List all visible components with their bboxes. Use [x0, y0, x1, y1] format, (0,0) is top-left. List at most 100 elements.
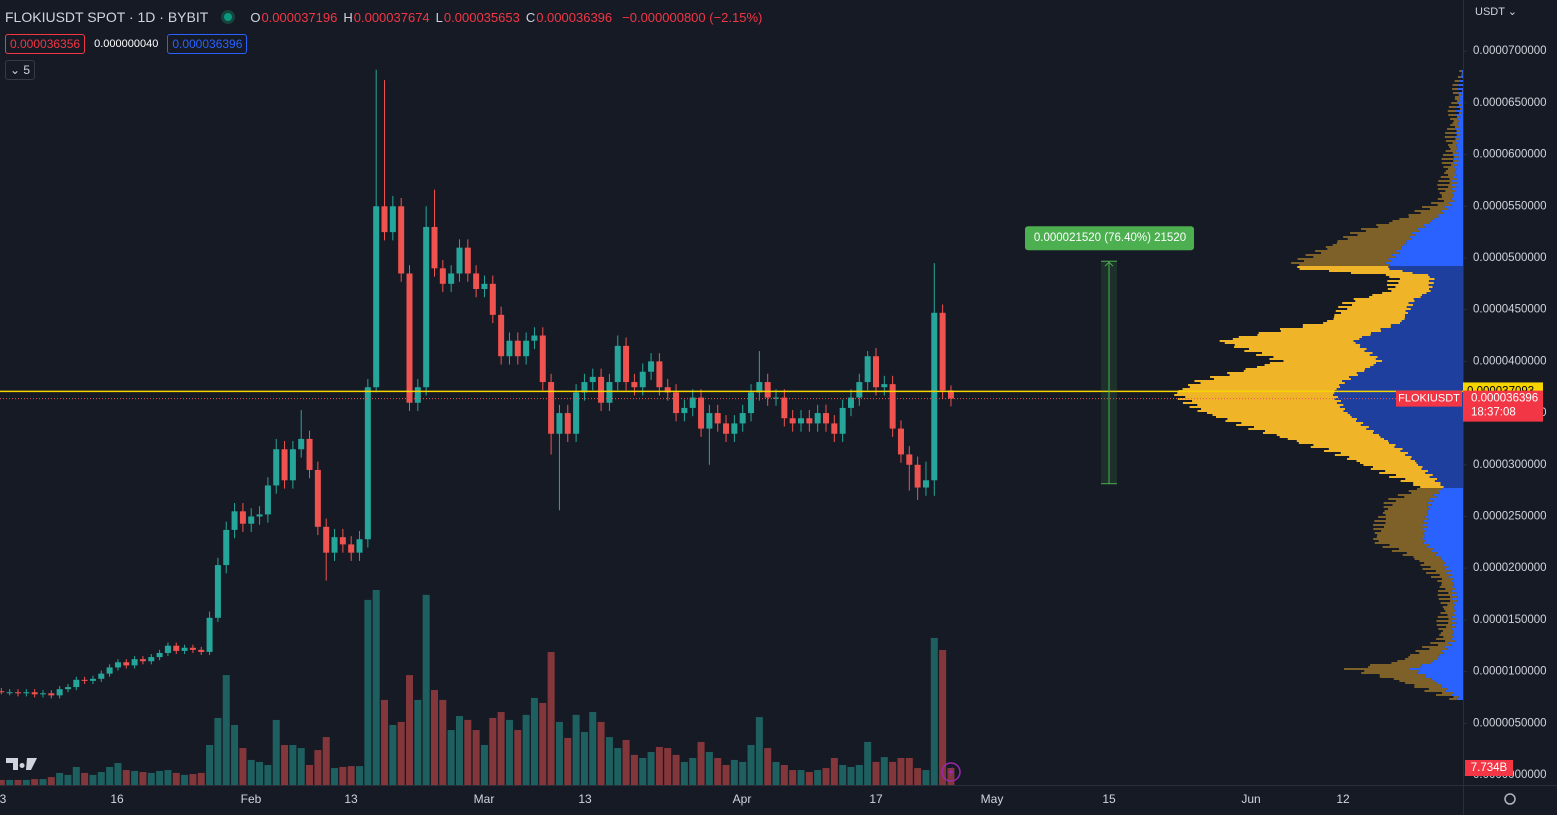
- profile-row: [1396, 250, 1463, 252]
- profile-row: [1450, 124, 1458, 126]
- profile-row: [1390, 326, 1463, 328]
- volume-bar: [247, 759, 255, 785]
- profile-row: [1449, 182, 1457, 184]
- profile-row: [1395, 474, 1433, 476]
- profile-row: [1410, 654, 1440, 656]
- profile-row: [1455, 588, 1463, 590]
- profile-row: [1459, 70, 1462, 72]
- profile-row: [1445, 690, 1463, 692]
- profile-row: [1459, 126, 1463, 128]
- profile-row: [1366, 428, 1463, 430]
- y-tick-label: 0.0000100000: [1473, 666, 1547, 678]
- profile-row: [1360, 344, 1463, 346]
- profile-row: [1441, 686, 1463, 688]
- profile-row: [1357, 234, 1416, 236]
- candle-body: [348, 544, 355, 553]
- volume-bar: [605, 737, 613, 785]
- countdown: 18:37:08: [1471, 407, 1516, 419]
- profile-row: [1350, 414, 1463, 416]
- profile-row: [1386, 284, 1429, 286]
- profile-row: [1427, 506, 1463, 508]
- profile-row: [1454, 172, 1463, 174]
- profile-row: [1408, 656, 1439, 658]
- profile-row: [1438, 628, 1452, 630]
- profile-row: [1377, 534, 1425, 536]
- ask[interactable]: 0.000036396: [167, 34, 248, 54]
- profile-row: [1414, 686, 1442, 688]
- profile-row: [1376, 536, 1425, 538]
- volume-bar: [580, 732, 588, 785]
- profile-row: [1248, 348, 1367, 350]
- profile-row: [1433, 494, 1463, 496]
- profile-row: [1448, 144, 1457, 146]
- profile-row: [1443, 636, 1455, 638]
- volume-bar: [6, 779, 14, 785]
- candle-body: [106, 667, 113, 674]
- profile-row: [1430, 662, 1463, 664]
- candle-body: [314, 469, 321, 527]
- profile-row: [1447, 614, 1457, 616]
- profile-row: [1385, 262, 1463, 264]
- candle-body: [773, 397, 780, 399]
- profile-row: [1456, 592, 1463, 594]
- profile-row: [1405, 478, 1438, 480]
- profile-row: [1347, 412, 1463, 414]
- profile-row: [1414, 300, 1463, 302]
- candle-body: [539, 335, 546, 383]
- volume-bar: [214, 717, 222, 785]
- symbol[interactable]: FLOKIUSDT SPOT · 1D · BYBIT: [5, 9, 209, 25]
- profile-row: [1443, 652, 1463, 654]
- profile-row: [1305, 254, 1393, 256]
- profile-row: [1443, 608, 1455, 610]
- currency[interactable]: USDT ⌄: [1475, 6, 1518, 18]
- profile-row: [1447, 168, 1457, 170]
- profile-row: [1458, 696, 1463, 698]
- profile-row: [1395, 256, 1463, 258]
- profile-row: [1291, 262, 1386, 264]
- profile-row: [1391, 550, 1432, 552]
- profile-row: [1459, 138, 1463, 140]
- profile-row: [1374, 532, 1424, 534]
- profile-row: [1302, 324, 1391, 326]
- volume-bar: [339, 766, 347, 785]
- profile-row: [1428, 514, 1463, 516]
- profile-row: [1232, 338, 1360, 340]
- candle-body: [889, 384, 896, 429]
- profile-row: [1400, 480, 1435, 482]
- profile-row: [1212, 414, 1351, 416]
- profile-row: [1393, 678, 1432, 680]
- profile-row: [1342, 302, 1409, 304]
- profile-row: [1423, 224, 1463, 226]
- bid[interactable]: 0.000036356: [5, 34, 86, 54]
- profile-row: [1457, 596, 1463, 598]
- volume-bar: [31, 779, 39, 785]
- candle-body: [839, 407, 846, 434]
- profile-row: [1413, 482, 1441, 484]
- profile-row: [1455, 150, 1463, 152]
- candle-body: [847, 397, 854, 408]
- profile-row: [1446, 572, 1463, 574]
- profile-row: [1428, 274, 1463, 276]
- profile-row: [1447, 604, 1456, 606]
- profile-row: [1455, 190, 1463, 192]
- profile-row: [1236, 424, 1361, 426]
- profile-row: [1398, 548, 1435, 550]
- profile-row: [1451, 184, 1463, 186]
- profile-row: [1420, 564, 1444, 566]
- profile-row: [1427, 470, 1463, 472]
- x-tick-label: 13: [344, 792, 358, 806]
- profile-row: [1371, 332, 1463, 334]
- candle-body: [414, 387, 421, 403]
- volume-bar: [764, 748, 772, 785]
- profile-row: [1388, 266, 1463, 268]
- profile-row: [1360, 424, 1463, 426]
- profile-row: [1413, 484, 1441, 486]
- profile-row: [1411, 456, 1463, 458]
- profile-row: [1437, 616, 1452, 618]
- profile-row: [1383, 506, 1428, 508]
- volume-bar: [297, 748, 305, 785]
- indicators-toggle[interactable]: ⌄ 5: [5, 60, 36, 80]
- candle-body: [823, 413, 829, 424]
- profile-row: [1450, 694, 1463, 696]
- profile-row: [1227, 418, 1357, 420]
